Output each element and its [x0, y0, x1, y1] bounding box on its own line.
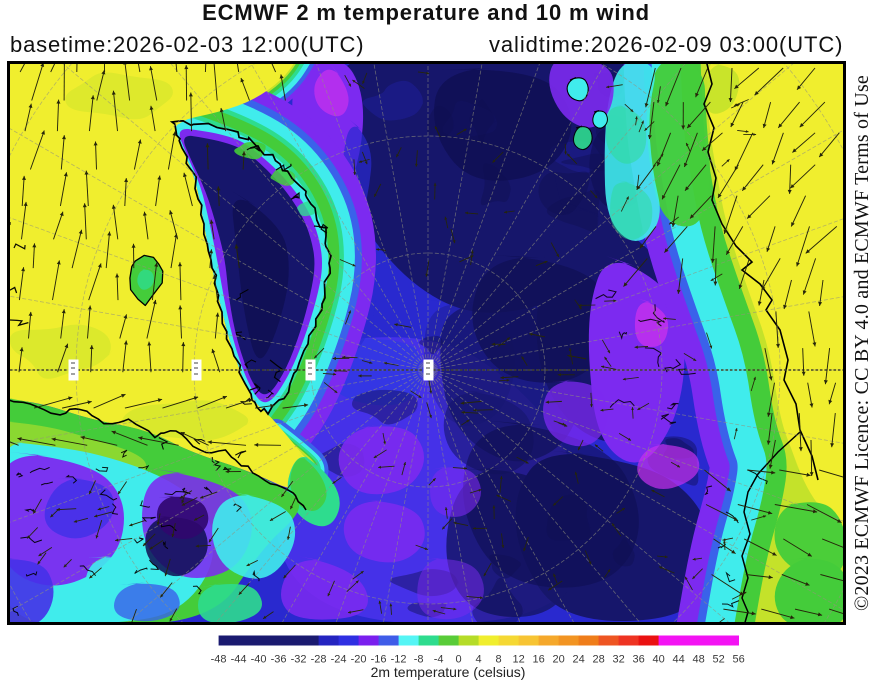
svg-text:0: 0: [456, 654, 462, 666]
svg-text:-24: -24: [331, 654, 347, 666]
svg-text:52: 52: [712, 654, 724, 666]
svg-text:36: 36: [632, 654, 644, 666]
svg-text:44: 44: [672, 654, 684, 666]
svg-text:56: 56: [732, 654, 744, 666]
svg-text:-32: -32: [291, 654, 307, 666]
svg-text:28: 28: [592, 654, 604, 666]
svg-text:-48: -48: [211, 654, 227, 666]
svg-text:12: 12: [512, 654, 524, 666]
svg-text:24: 24: [572, 654, 584, 666]
svg-text:4: 4: [476, 654, 482, 666]
svg-text:-12: -12: [391, 654, 407, 666]
svg-text:-36: -36: [271, 654, 287, 666]
svg-text:-40: -40: [251, 654, 267, 666]
svg-text:8: 8: [496, 654, 502, 666]
svg-text:20: 20: [552, 654, 564, 666]
svg-text:32: 32: [612, 654, 624, 666]
svg-text:48: 48: [692, 654, 704, 666]
svg-text:-28: -28: [311, 654, 327, 666]
svg-text:-16: -16: [371, 654, 387, 666]
svg-text:40: 40: [652, 654, 664, 666]
svg-text:16: 16: [532, 654, 544, 666]
svg-text:-20: -20: [351, 654, 367, 666]
svg-text:2m temperature (celsius): 2m temperature (celsius): [371, 664, 526, 680]
svg-text:-44: -44: [231, 654, 247, 666]
svg-text:-4: -4: [434, 654, 444, 666]
svg-text:-8: -8: [414, 654, 424, 666]
